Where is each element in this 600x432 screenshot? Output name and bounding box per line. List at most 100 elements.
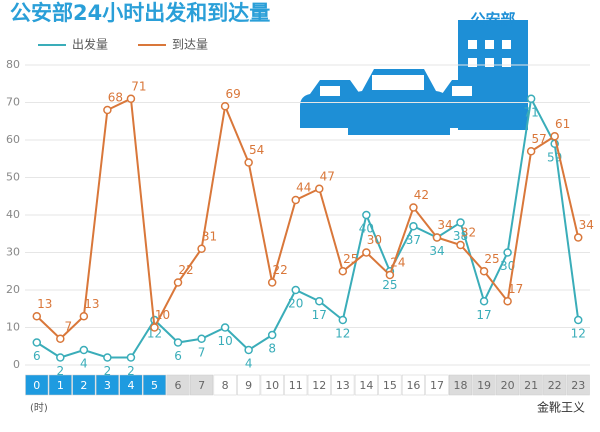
point [479,297,489,306]
x-tick-label: 23 [571,379,585,392]
category-box [260,374,284,396]
point [220,102,230,111]
point [220,323,230,332]
category-box [307,374,331,396]
data-label: 22 [273,263,288,277]
data-label: 34 [429,244,444,258]
data-label: 17 [312,308,327,322]
data-label: 2 [127,364,135,378]
x-tick-label: 15 [383,379,397,392]
data-label: 47 [320,169,335,183]
x-tick-label: 2 [80,379,87,392]
data-label: 12 [335,327,350,341]
y-tick-label: 40 [6,208,20,221]
point [573,315,583,325]
point [432,233,442,242]
y-tick-label: 10 [6,321,20,334]
y-tick-label: 70 [6,96,20,109]
category-box [425,374,449,396]
x-tick-label: 12 [312,379,326,392]
point [126,94,136,103]
chart-title: 公安部24小时出发和到达量 [10,1,270,25]
category-box [378,374,402,396]
point [456,218,465,227]
point [244,158,253,167]
point [56,353,65,362]
data-label: 31 [202,229,217,243]
category-box [284,374,308,396]
data-label: 17 [476,308,491,322]
category-box [72,374,96,396]
y-tick-label: 50 [6,171,20,184]
category-box [142,374,166,396]
point [362,248,371,257]
data-label: 71 [131,79,146,93]
data-label: 40 [359,222,374,236]
x-tick-label: 18 [454,379,468,392]
point [267,330,277,340]
x-tick-label: 11 [289,379,303,392]
x-tick-label: 14 [359,379,373,392]
data-label: 4 [245,357,253,371]
point [267,278,277,287]
point [291,195,300,205]
x-tick-label: 20 [501,379,515,392]
category-box [25,374,49,396]
data-label: 22 [178,263,193,277]
category-box [449,374,473,396]
x-tick-label: 19 [477,379,491,392]
data-label: 6 [174,349,182,363]
data-label: 7 [198,345,206,359]
data-label: 13 [84,297,99,311]
legend-label: 出发量 [72,37,108,52]
category-box [119,374,143,396]
x-tick-label: 4 [127,379,134,392]
car-right [432,80,502,128]
point [409,203,418,212]
category-box [519,374,543,396]
point [197,244,206,253]
data-label: 68 [108,91,123,105]
data-label: 42 [414,188,429,202]
point [503,248,512,257]
watermark: 金靴王义 [537,400,585,415]
category-box [237,374,261,396]
point [315,184,324,193]
data-label: 61 [555,117,570,131]
data-label: 20 [288,297,303,311]
data-label: 37 [406,233,421,247]
x-tick-label: 9 [245,379,252,392]
y-tick-label: 20 [6,283,20,296]
point [456,240,465,250]
point [338,267,348,276]
data-label: 38 [453,229,468,243]
data-label: 2 [104,364,112,378]
data-label: 10 [217,334,232,348]
point [32,338,42,347]
x-tick-label: 7 [198,379,205,392]
series-line [36,95,580,359]
point [173,338,183,347]
point [315,297,324,306]
x-tick-label: 6 [175,379,182,392]
data-label: 8 [268,342,276,356]
data-label: 25 [484,252,499,266]
data-label: 12 [571,327,586,341]
building-label: 公安部 [470,11,515,29]
x-tick-label: 17 [430,379,444,392]
y-tick-label: 30 [6,246,20,259]
category-box [472,374,496,396]
data-label: 7 [64,319,72,333]
point [550,132,559,141]
point [526,94,536,103]
point [103,105,112,115]
x-tick-label: 8 [222,379,229,392]
data-label: 25 [382,278,397,292]
point [32,312,42,321]
point [338,315,348,325]
data-label: 32 [461,226,476,240]
category-box [401,374,425,396]
point [173,278,183,287]
legend-label: 到达量 [172,38,208,52]
